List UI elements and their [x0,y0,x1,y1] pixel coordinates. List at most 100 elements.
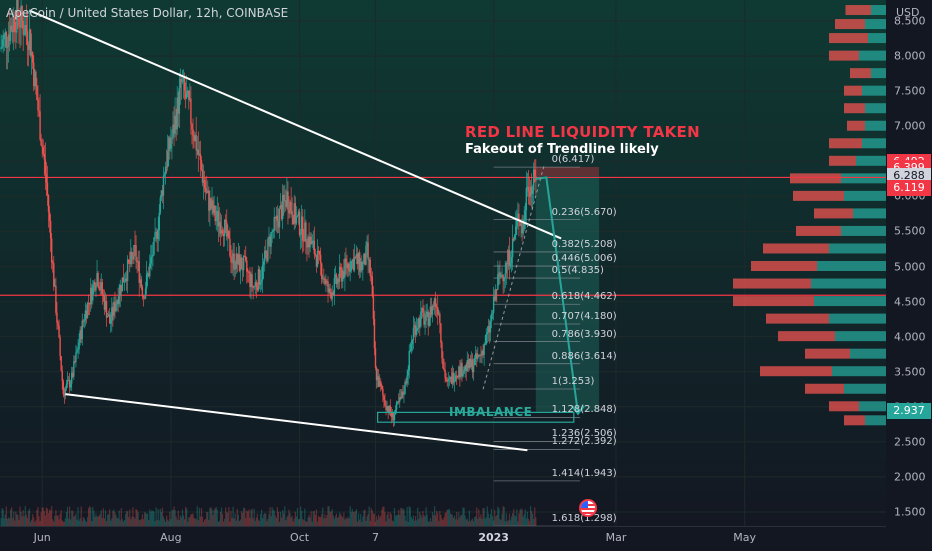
candle-body [131,251,133,256]
volume-bar [172,510,174,526]
candle-body [324,278,326,284]
candle-body [174,115,176,134]
volume-bar [321,513,323,526]
candle-body [123,281,126,283]
candle-body [7,34,10,48]
candle-body [173,124,175,134]
candle-body [389,405,391,414]
y-tick-label: 1.500 [894,505,926,519]
candle-body [55,285,57,313]
candle-body [6,47,9,49]
candle-body [197,149,199,155]
candle-body [400,397,402,399]
volume-bar [272,509,274,526]
candle-body [289,201,291,214]
candle-body [519,220,521,226]
candle-body [74,361,76,363]
volume-bar [296,507,299,526]
volume-bar [273,510,275,526]
volume-bar [521,509,523,526]
volume-bar [108,514,110,526]
candle-body [108,314,111,324]
chart-plot-area[interactable] [0,0,886,526]
volume-bar [98,515,100,526]
candle-body [207,190,209,193]
volume-bar [500,519,502,526]
volume-bar [403,509,405,526]
time-axis[interactable]: Jun Aug Oct 7 2023 Mar May [0,526,886,551]
candle-body [414,325,417,335]
candle-body [461,362,463,377]
candle-body [468,358,471,368]
volume-bar [163,519,166,526]
y-tick-label: 2.000 [894,470,926,484]
candle-body [453,380,456,383]
candle-body [342,271,344,282]
candle-body [125,278,128,281]
volume-bar [104,510,107,526]
volume-bar [274,515,276,526]
volume-profile-down-bar [790,173,841,184]
candle-body [114,301,116,312]
candle-body [113,301,115,316]
candle-body [204,188,207,192]
candle-body [126,259,129,281]
volume-bar [253,508,255,526]
candle-body [391,412,394,417]
candle-body [496,289,498,291]
volume-bar [218,520,220,526]
volume-bar [368,506,370,526]
candle-body [161,190,164,196]
candle-body [336,278,339,284]
candle-body [485,334,487,344]
candle-body [239,257,242,271]
candle-body [143,297,146,299]
candle-body [242,256,245,271]
volume-bar [516,509,518,526]
price-axis[interactable]: USD 1.5002.0002.5003.0003.5004.0004.5005… [886,0,932,526]
y-tick-label: 5.000 [894,260,926,273]
candle-body [187,90,189,95]
candle-body [1,46,3,48]
volume-bar [469,521,472,526]
volume-bar [178,519,180,526]
volume-bar [464,515,466,526]
symbol-title[interactable]: ApeCoin / United States Dollar, 12h, COI… [6,6,289,20]
us-flag-icon[interactable] [579,499,597,517]
candle-body [214,205,216,222]
candle-body [450,376,453,384]
volume-bar [405,520,407,526]
volume-bar [416,520,418,526]
volume-bar [51,506,53,526]
volume-bar [179,515,181,526]
volume-bar [300,506,302,526]
candle-body [472,365,475,373]
volume-bar [316,521,319,526]
candle-body [291,211,293,219]
volume-bar [444,512,446,526]
volume-bar [339,512,341,526]
volume-bar [120,508,122,526]
volume-profile-up-bar [835,331,886,342]
volume-bar [306,521,308,526]
volume-bar [504,521,506,526]
volume-bar [76,519,78,526]
volume-bar [154,521,156,526]
trendline [29,9,562,240]
volume-bar [146,513,148,526]
x-tick-label: May [733,531,757,544]
volume-bar [185,506,187,526]
candle-body [258,269,261,285]
candle-body [512,238,515,240]
volume-bar [515,516,517,526]
volume-profile-up-bar [859,50,886,61]
candle-body [275,215,278,219]
candle-body [499,272,501,278]
volume-bar [482,508,484,526]
candle-body [168,137,170,151]
volume-bar [29,521,32,526]
volume-bar [344,519,346,526]
volume-profile-up-bar [856,155,886,166]
volume-bar [529,506,532,526]
